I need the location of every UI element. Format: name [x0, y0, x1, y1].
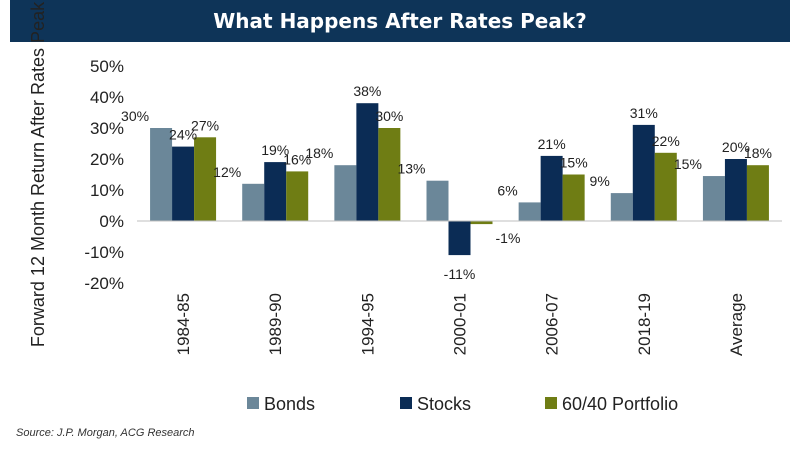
bar-bonds-1989-90 [242, 183, 265, 221]
y-tick-label: 10% [90, 181, 124, 200]
legend-swatch [400, 397, 412, 409]
y-axis: 50% 40% 30% 20% 10% 0% -10% -20% [84, 57, 124, 293]
data-label: 13% [397, 161, 425, 177]
bar-60-40-portfolio-1989-90 [286, 171, 309, 221]
x-tick-label: 1989-90 [266, 293, 285, 355]
data-label: 20% [722, 139, 750, 155]
bar-stocks-1994-95 [356, 103, 379, 221]
bar-stocks-2000-01 [448, 221, 471, 256]
x-tick-label: 2018-19 [635, 293, 654, 355]
source-note: Source: J.P. Morgan, ACG Research [16, 427, 195, 439]
data-label: 19% [261, 142, 289, 158]
bar-bonds-2000-01 [426, 180, 449, 221]
legend-label: Stocks [417, 394, 471, 414]
chart-title: What Happens After Rates Peak? [10, 0, 790, 42]
bar-60-40-portfolio-1984-85 [194, 137, 217, 221]
data-label: -11% [444, 266, 476, 282]
y-tick-label: -10% [84, 243, 124, 262]
data-label: 38% [353, 83, 381, 99]
data-label: 16% [283, 151, 311, 167]
data-label: 27% [191, 117, 219, 133]
bar-stocks-2018-19 [632, 124, 655, 221]
data-labels-group: 30%24%27%12%19%16%18%38%30%13%-11%-1%6%2… [121, 83, 772, 282]
x-axis: 1984-85 1989-90 1994-95 2000-01 2006-07 2018-… [174, 293, 746, 356]
y-tick-label: 30% [90, 119, 124, 138]
bar-60-40-portfolio-2000-01 [470, 221, 493, 225]
bar-60-40-portfolio-1994-95 [378, 128, 401, 221]
bar-stocks-Average [724, 159, 747, 221]
x-tick-label: 1984-85 [174, 293, 193, 355]
data-label: 9% [590, 173, 610, 189]
data-label: 15% [560, 155, 588, 171]
y-tick-label: -20% [84, 274, 124, 293]
bar-bonds-1984-85 [150, 128, 173, 221]
data-label: 6% [497, 182, 517, 198]
data-label: 21% [538, 136, 566, 152]
legend-swatch [545, 397, 557, 409]
y-tick-label: 40% [90, 88, 124, 107]
data-label: 31% [630, 105, 658, 121]
y-tick-label: 0% [99, 212, 124, 231]
bar-stocks-1984-85 [172, 146, 195, 221]
legend-label: 60/40 Portfolio [562, 394, 678, 414]
data-label: 12% [213, 164, 241, 180]
y-tick-label: 20% [90, 150, 124, 169]
bar-bonds-2006-07 [518, 202, 541, 221]
x-tick-label: 2000-01 [451, 293, 470, 355]
data-label: 30% [121, 108, 149, 124]
y-tick-label: 50% [90, 57, 124, 76]
data-label: 24% [169, 127, 197, 143]
bar-60-40-portfolio-2006-07 [562, 174, 585, 221]
legend-label: Bonds [264, 394, 315, 414]
data-label: 15% [674, 156, 702, 172]
x-tick-label: 1994-95 [358, 293, 377, 355]
data-label: 18% [744, 145, 772, 161]
bar-bonds-1994-95 [334, 165, 357, 221]
data-label: 22% [652, 133, 680, 149]
data-label: -1% [496, 230, 521, 246]
x-tick-label: Average [727, 293, 746, 356]
bar-bonds-Average [702, 176, 725, 221]
legend: Bonds Stocks 60/40 Portfolio [247, 394, 678, 414]
y-axis-label: Forward 12 Month Return After Rates Peak [28, 1, 48, 347]
bar-stocks-1989-90 [264, 162, 287, 221]
bar-60-40-portfolio-Average [746, 165, 769, 221]
data-label: 18% [305, 145, 333, 161]
bar-60-40-portfolio-2018-19 [654, 152, 677, 221]
legend-swatch [247, 397, 259, 409]
data-label: 30% [375, 108, 403, 124]
x-tick-label: 2006-07 [543, 293, 562, 355]
bar-bonds-2018-19 [610, 193, 633, 221]
bar-stocks-2006-07 [540, 155, 563, 221]
bars-group [150, 103, 769, 256]
